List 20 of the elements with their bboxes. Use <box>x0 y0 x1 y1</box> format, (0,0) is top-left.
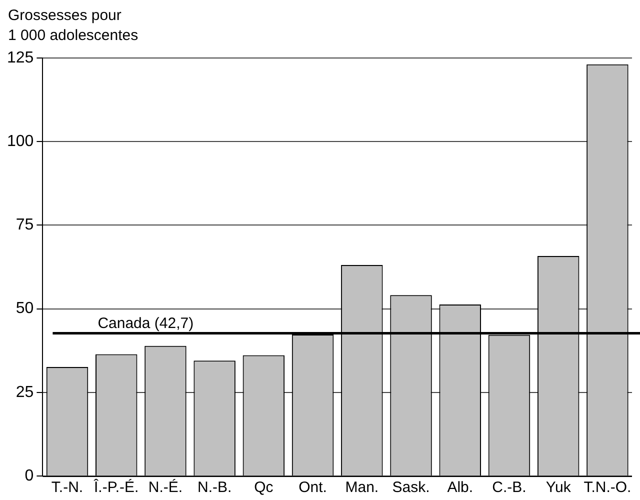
x-tick-label: Ont. <box>298 479 327 496</box>
y-tick-label: 50 <box>16 300 34 318</box>
y-tick-label: 100 <box>6 133 34 150</box>
x-tick-label: Sask. <box>392 479 430 496</box>
y-tick-label: 75 <box>16 216 34 234</box>
y-axis-title: Grossesses pour 1 000 adolescentes <box>8 6 138 46</box>
x-tick-label: T.-N. <box>51 479 84 496</box>
ref-line-label: Canada (42,7) <box>98 314 194 332</box>
x-tick-label: T.N.-O. <box>584 479 632 496</box>
y-tick-label: 125 <box>6 49 34 66</box>
x-tick-label: N.-B. <box>197 479 232 496</box>
x-tick-label: Qc <box>254 479 274 496</box>
x-tick-label: Î.-P.-É. <box>92 478 139 496</box>
y-tick-label: 25 <box>16 384 34 401</box>
x-tick-label: Yuk <box>546 479 572 496</box>
x-tick-label: Man. <box>345 479 379 496</box>
x-tick-label: C.-B. <box>492 479 526 496</box>
y-tick-label: 0 <box>24 467 34 484</box>
x-tick-label: Alb. <box>447 479 474 496</box>
x-tick-label: N.-É. <box>148 478 183 496</box>
